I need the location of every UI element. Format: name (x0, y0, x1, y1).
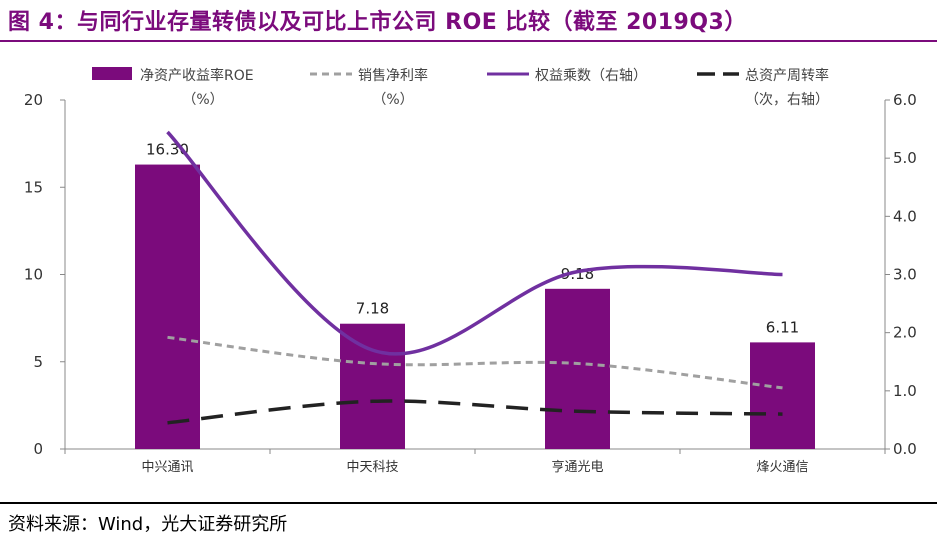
y-tick-label: 0 (33, 440, 43, 458)
y-tick-label: 5 (33, 353, 43, 371)
y2-tick-label: 2.0 (893, 324, 917, 342)
x-tick-label: 中兴通讯 (141, 460, 193, 475)
series-line (167, 399, 783, 425)
y-tick-label: 10 (24, 266, 43, 284)
chart: 0 5 10 15 20 0.0 1.0 2.0 3.0 4.0 5.0 6.0 中兴通讯 中天科技 亨通光… (24, 67, 917, 475)
legend-sublabel: （次，右轴） (745, 92, 829, 108)
title-divider (0, 40, 937, 42)
legend-swatch (92, 67, 132, 80)
legend-label: 总资产周转率 (745, 67, 829, 84)
legend-label: 销售净利率 (358, 67, 428, 84)
x-tick-label: 中天科技 (346, 460, 398, 475)
bar-data-label: 7.18 (356, 300, 389, 318)
x-tick-label: 亨通光电 (551, 459, 603, 475)
bar (340, 323, 405, 449)
legend-label: 净资产收益率ROE (140, 67, 254, 84)
y-tick-label: 20 (24, 91, 43, 109)
y2-tick-label: 1.0 (893, 382, 917, 400)
y2-tick-label: 4.0 (893, 207, 917, 225)
legend-sublabel: （%） (372, 92, 413, 108)
y2-tick-label: 0.0 (893, 440, 917, 458)
y2-tick-label: 3.0 (893, 266, 917, 284)
series-line (167, 335, 783, 390)
bar (135, 164, 200, 449)
bar (750, 342, 815, 449)
source-note: 资料来源：Wind，光大证券研究所 (8, 514, 288, 535)
x-tick-label: 烽火通信 (756, 460, 808, 475)
bar (545, 288, 610, 449)
y2-tick-label: 6.0 (893, 91, 917, 109)
series-line (166, 130, 783, 356)
chart-title: 图 4：与同行业存量转债以及可比上市公司 ROE 比较（截至 2019Q3） (8, 10, 747, 35)
y-tick-label: 15 (24, 178, 43, 196)
legend-label: 权益乘数（右轴） (535, 68, 647, 84)
y2-tick-label: 5.0 (893, 149, 917, 167)
bar-data-label: 6.11 (766, 318, 799, 336)
footer-divider (0, 502, 937, 504)
legend-sublabel: （%） (182, 92, 223, 108)
